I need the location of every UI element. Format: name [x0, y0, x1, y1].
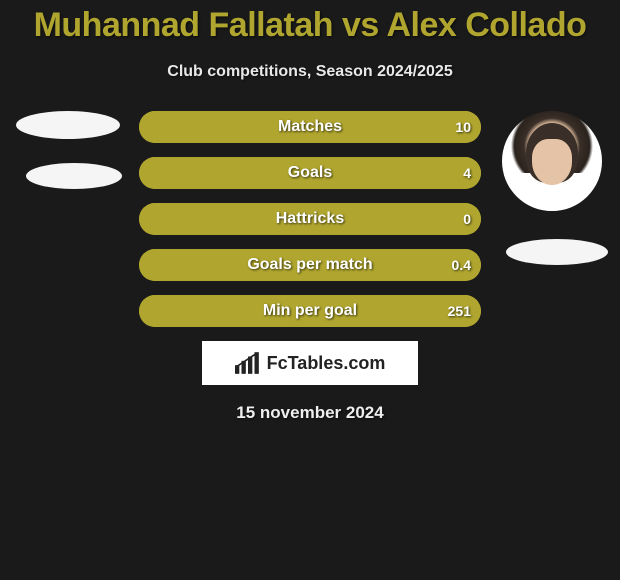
stat-value-right: 10	[455, 111, 471, 143]
stat-label: Goals per match	[139, 249, 481, 281]
stat-row: Matches10	[139, 111, 481, 143]
stat-value-right: 251	[448, 295, 471, 327]
player-left-avatar-placeholder-2	[26, 163, 122, 189]
stat-value-right: 0	[463, 203, 471, 235]
player-right-club-placeholder	[506, 239, 608, 265]
player-right-avatar	[502, 111, 602, 211]
player-left-column	[8, 111, 128, 189]
subtitle: Club competitions, Season 2024/2025	[0, 63, 620, 81]
stat-row: Min per goal251	[139, 295, 481, 327]
stat-value-right: 0.4	[452, 249, 471, 281]
stat-row: Hattricks0	[139, 203, 481, 235]
watermark: FcTables.com	[202, 341, 418, 385]
page-title: Muhannad Fallatah vs Alex Collado	[0, 0, 620, 45]
stat-label: Hattricks	[139, 203, 481, 235]
stat-bars: Matches10 Goals4 Hattricks0 Goals per match…	[139, 111, 481, 327]
comparison-panel: Matches10 Goals4 Hattricks0 Goals per match…	[0, 111, 620, 423]
stat-label: Matches	[139, 111, 481, 143]
player-right-column	[492, 111, 612, 265]
stat-label: Goals	[139, 157, 481, 189]
bars-icon	[235, 352, 261, 374]
stat-row: Goals4	[139, 157, 481, 189]
stat-row: Goals per match0.4	[139, 249, 481, 281]
date-text: 15 november 2024	[0, 403, 620, 423]
watermark-text: FcTables.com	[267, 353, 386, 374]
stat-value-right: 4	[463, 157, 471, 189]
stat-label: Min per goal	[139, 295, 481, 327]
player-left-avatar-placeholder-1	[16, 111, 120, 139]
